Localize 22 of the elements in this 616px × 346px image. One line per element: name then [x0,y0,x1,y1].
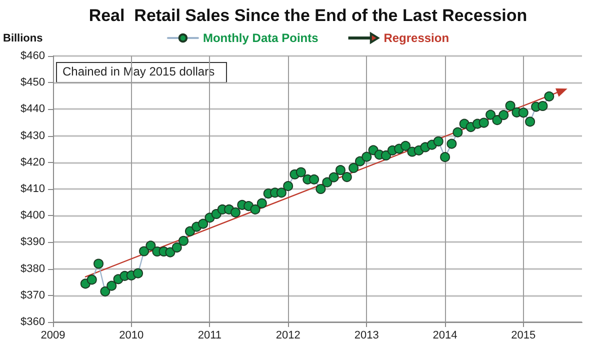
x-tick-label: 2014 [432,330,458,342]
y-axis-title: Billions [3,32,43,44]
y-tick-label: $450 [20,76,45,89]
y-tick-label: $430 [20,130,45,142]
legend-label: Regression [384,31,450,45]
x-tick-label: 2015 [511,330,536,342]
y-tick-label: $440 [20,103,45,116]
y-tick-label: $460 [20,50,45,62]
x-tick-label: 2010 [119,330,144,342]
y-tick-label: $380 [20,262,45,275]
x-tick-label: 2012 [276,330,300,342]
y-tick-label: $360 [20,316,45,328]
legend-label: Monthly Data Points [202,31,319,45]
y-tick-label: $420 [20,156,45,168]
x-tick-label: 2013 [354,330,379,342]
y-tick-label: $390 [20,236,45,248]
x-tick-label: 2009 [40,330,66,342]
y-tick-label: $400 [20,210,45,222]
x-tick-label: 2011 [198,330,222,342]
chart-title: Real Retail Sales Since the End of the Last Recession [88,6,528,25]
y-tick-label: $410 [20,183,45,195]
y-tick-label: $370 [20,289,45,302]
